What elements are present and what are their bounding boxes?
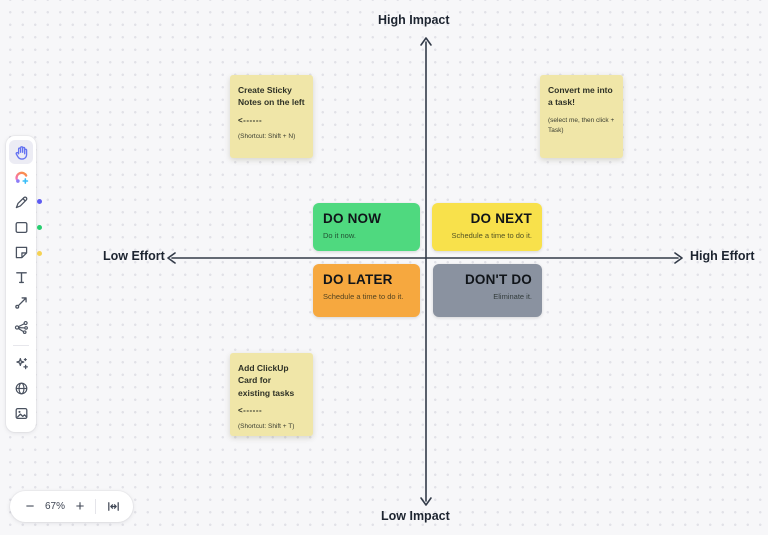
sticky-arrow-text: <------ (238, 405, 263, 415)
quadrant-subtitle: Schedule a time to do it. (451, 231, 532, 240)
sticky-note-add-card[interactable]: Add ClickUp Card for existing tasks <---… (230, 353, 313, 436)
axis-label-high-effort: High Effort (690, 249, 755, 263)
hand-tool-button[interactable] (9, 140, 33, 164)
magic-wand-tool-button[interactable] (9, 351, 33, 375)
quadrant-do-now[interactable]: DO NOW Do it now. (313, 203, 420, 251)
image-tool-button[interactable] (9, 401, 33, 425)
pen-color-dot (37, 199, 42, 204)
tool-color-indicators (37, 199, 42, 277)
shape-tool-button[interactable] (9, 215, 33, 239)
fit-to-screen-button[interactable] (103, 497, 123, 517)
sticky-note-tool-button[interactable] (9, 240, 33, 264)
sticky-note-convert-task[interactable]: Convert me into a task! (select me, then… (540, 75, 623, 158)
axis-label-low-impact: Low Impact (381, 509, 450, 523)
quadrant-title: DON'T DO (464, 272, 532, 287)
sticky-heading: Add ClickUp Card for existing tasks (238, 363, 295, 398)
quadrant-title: DO LATER (323, 272, 393, 287)
fit-width-icon (106, 499, 121, 514)
toolbar-divider (13, 345, 29, 346)
quadrant-do-later[interactable]: DO LATER Schedule a time to do it. (313, 264, 420, 317)
quadrant-subtitle: Do it now. (323, 231, 356, 240)
stickers-icon (13, 169, 30, 186)
zoombar-divider (95, 499, 96, 514)
sticky-heading: Convert me into a task! (548, 85, 613, 108)
sticky-shortcut: (Shortcut: Shift + T) (238, 422, 295, 430)
sticky-heading: Create Sticky Notes on the left (238, 85, 305, 108)
sticky-color-dot (37, 251, 42, 256)
arrow-connector-icon (13, 294, 30, 311)
sticky-note-text: (select me, then click + Task) (548, 116, 615, 135)
quadrant-title: DO NEXT (470, 211, 532, 226)
mind-map-tool-button[interactable] (9, 315, 33, 339)
quadrant-do-next[interactable]: DO NEXT Schedule a time to do it. (432, 203, 542, 251)
quadrant-title: DO NOW (323, 211, 382, 226)
quadrant-subtitle: Eliminate it. (493, 292, 532, 301)
sticky-shortcut: (Shortcut: Shift + N) (238, 132, 296, 140)
web-embed-tool-button[interactable] (9, 376, 33, 400)
stickers-tool-button[interactable] (9, 165, 33, 189)
text-tool-button[interactable] (9, 265, 33, 289)
quadrant-subtitle: Schedule a time to do it. (323, 292, 404, 301)
sticky-note-create-sticky[interactable]: Create Sticky Notes on the left <------ … (230, 75, 313, 158)
pen-tool-button[interactable] (9, 190, 33, 214)
magic-wand-icon (13, 355, 30, 372)
zoom-level: 67% (44, 501, 65, 512)
globe-icon (13, 380, 30, 397)
quadrant-dont-do[interactable]: DON'T DO Eliminate it. (433, 264, 542, 317)
text-icon (13, 269, 30, 286)
axis-label-low-effort: Low Effort (103, 249, 165, 263)
tool-sidebar (6, 136, 36, 432)
mind-map-icon (13, 319, 30, 336)
shape-color-dot (37, 225, 42, 230)
pen-icon (13, 194, 30, 211)
sticky-arrow-text: <------ (238, 115, 263, 125)
rectangle-icon (13, 219, 30, 236)
zoom-in-button[interactable]: + (70, 497, 90, 517)
zoom-out-button[interactable]: − (20, 497, 40, 517)
hand-icon (13, 144, 30, 161)
sticky-note-icon (13, 244, 30, 261)
image-icon (13, 405, 30, 422)
connector-tool-button[interactable] (9, 290, 33, 314)
axis-label-high-impact: High Impact (378, 13, 450, 27)
zoom-controls: − 67% + (10, 491, 133, 522)
